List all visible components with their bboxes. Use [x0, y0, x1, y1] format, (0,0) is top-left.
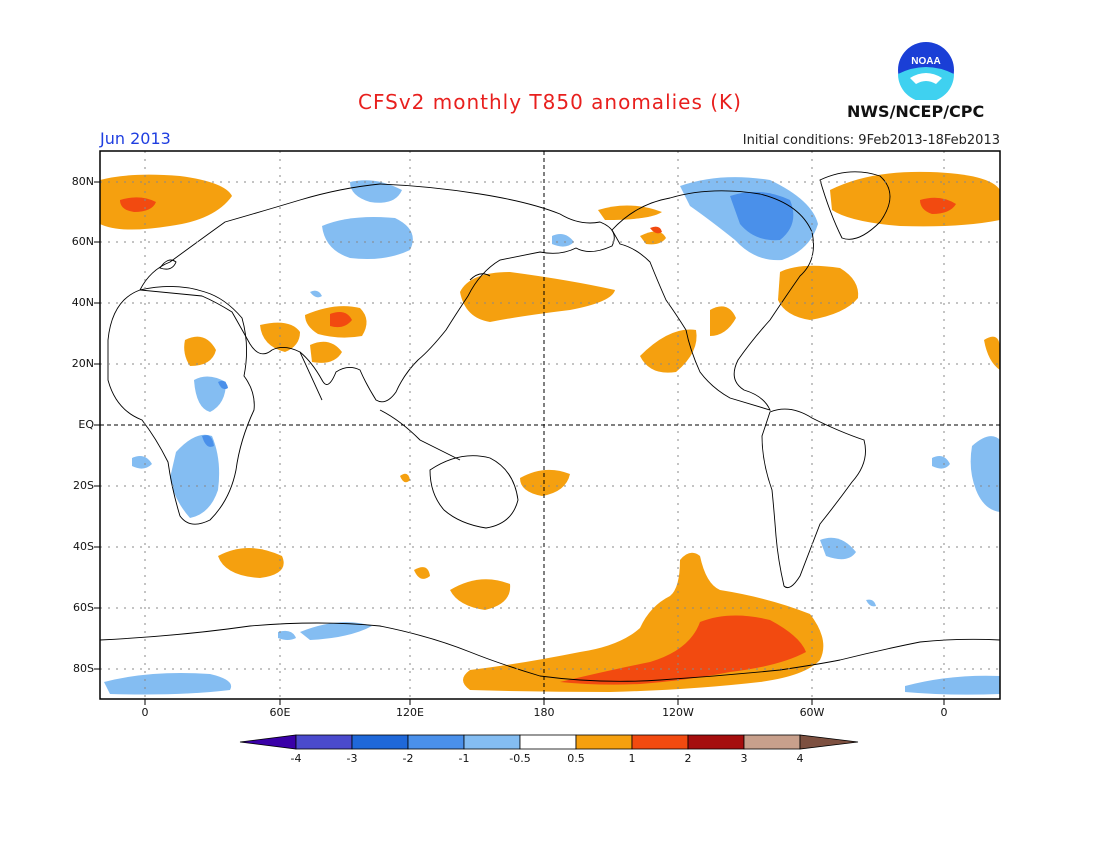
colorbar-label: 2 [684, 752, 692, 765]
colorbar-bin [743, 734, 801, 750]
colorbar-label: 0.5 [567, 752, 585, 765]
colorbar-bin [407, 734, 465, 750]
colorbar-bin [687, 734, 745, 750]
y-tick-label: 20N [71, 357, 94, 370]
colorbar-bin [519, 734, 577, 750]
y-tick-label: 20S [73, 479, 94, 492]
equator-dateline [100, 151, 1000, 699]
y-tick-label: 60N [71, 235, 94, 248]
colorbar-bin [295, 734, 353, 750]
agency-label: NWS/NCEP/CPC [847, 102, 985, 121]
colorbar-left-triangle [239, 734, 297, 750]
x-tick-label: 0 [141, 706, 149, 719]
y-tick-label: 80N [71, 175, 94, 188]
colorbar-label: -3 [346, 752, 358, 765]
y-tick-label: EQ [78, 418, 94, 431]
colorbar-label: 4 [796, 752, 804, 765]
tick-marks [94, 181, 945, 705]
colorbar-bin [351, 734, 409, 750]
anomaly-fields [100, 171, 1000, 695]
x-tick-label: 120E [396, 706, 424, 719]
initial-conditions: Initial conditions: 9Feb2013-18Feb2013 [742, 133, 1000, 148]
colorbar-label: -2 [402, 752, 414, 765]
y-tick-label: 60S [73, 601, 94, 614]
colorbar-label: -4 [290, 752, 302, 765]
y-tick-label: 40S [73, 540, 94, 553]
x-tick-label: 60W [799, 706, 825, 719]
colorbar-label: -0.5 [509, 752, 531, 765]
noaa-logo-text: NOAA [911, 56, 940, 67]
colorbar [239, 734, 859, 750]
y-tick-label: 80S [73, 662, 94, 675]
x-tick-label: 60E [269, 706, 291, 719]
colorbar-label: 1 [628, 752, 636, 765]
y-tick-label: 40N [71, 296, 94, 309]
colorbar-label: -1 [458, 752, 470, 765]
coastlines [100, 171, 1000, 682]
forecast-month: Jun 2013 [100, 129, 171, 148]
colorbar-bin [575, 734, 633, 750]
colorbar-bin [463, 734, 521, 750]
x-tick-label: 180 [533, 706, 555, 719]
noaa-logo: NOAA [898, 42, 954, 100]
x-tick-label: 120W [662, 706, 694, 719]
colorbar-bin [631, 734, 689, 750]
map-title: CFSv2 monthly T850 anomalies (K) [358, 90, 742, 114]
colorbar-right-triangle [799, 734, 859, 750]
colorbar-label: 3 [740, 752, 748, 765]
x-tick-label: 0 [940, 706, 948, 719]
